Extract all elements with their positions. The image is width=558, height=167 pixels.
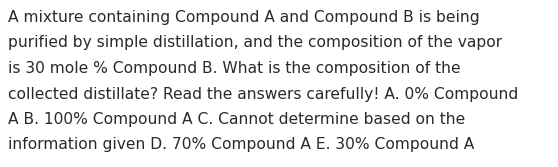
Text: collected distillate? Read the answers carefully! A. 0% Compound: collected distillate? Read the answers c… <box>8 87 518 102</box>
Text: A mixture containing Compound A and Compound B is being: A mixture containing Compound A and Comp… <box>8 10 480 25</box>
Text: is 30 mole % Compound B. What is the composition of the: is 30 mole % Compound B. What is the com… <box>8 61 460 76</box>
Text: purified by simple distillation, and the composition of the vapor: purified by simple distillation, and the… <box>8 36 502 50</box>
Text: A B. 100% Compound A C. Cannot determine based on the: A B. 100% Compound A C. Cannot determine… <box>8 112 465 127</box>
Text: information given D. 70% Compound A E. 30% Compound A: information given D. 70% Compound A E. 3… <box>8 137 474 152</box>
